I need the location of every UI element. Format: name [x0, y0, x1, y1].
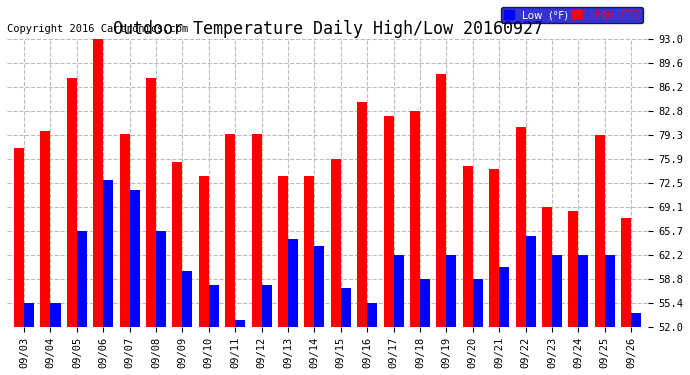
Bar	[24, 303, 34, 327]
Bar	[304, 176, 315, 327]
Bar	[252, 134, 262, 327]
Bar	[331, 159, 341, 327]
Bar	[489, 169, 499, 327]
Bar	[410, 111, 420, 327]
Bar	[393, 255, 404, 327]
Bar	[526, 236, 535, 327]
Bar	[446, 255, 457, 327]
Bar	[288, 239, 298, 327]
Bar	[542, 207, 552, 327]
Legend: Low  (°F), High  (°F): Low (°F), High (°F)	[500, 7, 643, 23]
Bar	[552, 255, 562, 327]
Text: Copyright 2016 Cartronics.com: Copyright 2016 Cartronics.com	[7, 24, 188, 33]
Bar	[420, 279, 430, 327]
Bar	[499, 267, 509, 327]
Bar	[119, 134, 130, 327]
Bar	[172, 162, 182, 327]
Bar	[77, 231, 87, 327]
Bar	[182, 271, 193, 327]
Bar	[225, 134, 235, 327]
Bar	[621, 218, 631, 327]
Bar	[341, 288, 351, 327]
Bar	[631, 313, 641, 327]
Bar	[595, 135, 604, 327]
Bar	[436, 74, 446, 327]
Bar	[357, 102, 367, 327]
Bar	[384, 117, 393, 327]
Bar	[156, 231, 166, 327]
Bar	[104, 180, 113, 327]
Bar	[93, 39, 104, 327]
Bar	[14, 148, 24, 327]
Title: Outdoor Temperature Daily High/Low 20160927: Outdoor Temperature Daily High/Low 20160…	[112, 20, 542, 38]
Bar	[367, 303, 377, 327]
Bar	[578, 255, 589, 327]
Bar	[569, 211, 578, 327]
Bar	[473, 279, 483, 327]
Bar	[315, 246, 324, 327]
Bar	[604, 255, 615, 327]
Bar	[262, 285, 272, 327]
Bar	[50, 303, 61, 327]
Bar	[199, 176, 209, 327]
Bar	[67, 78, 77, 327]
Bar	[209, 285, 219, 327]
Bar	[235, 320, 245, 327]
Bar	[278, 176, 288, 327]
Bar	[515, 127, 526, 327]
Bar	[146, 78, 156, 327]
Bar	[130, 190, 139, 327]
Bar	[463, 166, 473, 327]
Bar	[41, 130, 50, 327]
